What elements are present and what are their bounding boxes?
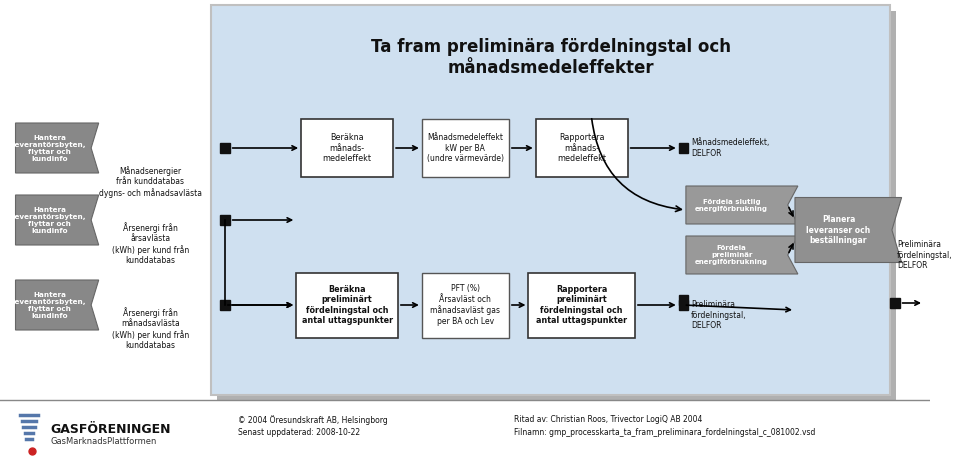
Polygon shape [686,186,798,224]
Text: Hantera
leverantörsbyten,
flyttar och
kundinfo: Hantera leverantörsbyten, flyttar och ku… [12,207,86,234]
Text: Fördela slutlig
energiförbrukning: Fördela slutlig energiförbrukning [695,199,768,211]
Bar [679,300,689,310]
Bar [301,119,393,177]
Bar [296,272,398,338]
Text: Beräkna
preliminärt
fördelningstal och
antal uttagspunkter: Beräkna preliminärt fördelningstal och a… [301,285,392,325]
Text: Filnamn: gmp_processkarta_ta_fram_preliminara_fordelningstal_c_081002.vsd: Filnamn: gmp_processkarta_ta_fram_prelim… [514,428,815,437]
Text: Hantera
leverantörsbyten,
flyttar och
kundinfo: Hantera leverantörsbyten, flyttar och ku… [12,291,86,318]
Polygon shape [795,198,901,263]
Text: Årsenergi från
månadsavlästa
(kWh) per kund från
kunddatabas: Årsenergi från månadsavlästa (kWh) per k… [111,307,189,350]
Bar [220,300,230,310]
Polygon shape [15,123,99,173]
Text: Ritad av: Christian Roos, Trivector LogiQ AB 2004: Ritad av: Christian Roos, Trivector Logi… [514,415,702,424]
Bar [422,119,509,177]
Bar [890,298,900,308]
Polygon shape [15,195,99,245]
Text: Planera
leveranser och
beställningar: Planera leveranser och beställningar [807,215,871,245]
Text: Preliminära
fördelningstal,
DELFOR: Preliminära fördelningstal, DELFOR [691,300,747,330]
Text: Ta fram preliminära fördelningstal och
månadsmedeleffekter: Ta fram preliminära fördelningstal och m… [371,38,731,77]
Bar [0,400,929,473]
Text: PFT (%)
Årsavläst och
månadsavläst gas
per BA och Lev: PFT (%) Årsavläst och månadsavläst gas p… [431,284,501,325]
Bar [679,143,689,153]
Bar [536,119,628,177]
Text: Månadsmedeleffekt
kW per BA
(undre värmevärde): Månadsmedeleffekt kW per BA (undre värme… [427,133,503,163]
Bar [211,5,890,395]
Text: GASFÖRENINGEN: GASFÖRENINGEN [51,423,171,436]
Bar [422,272,509,338]
Text: Preliminära
fördelningstal,
DELFOR: Preliminära fördelningstal, DELFOR [897,240,952,270]
Bar [220,215,230,225]
Bar [528,272,635,338]
Text: Månadsenergier
från kunddatabas
dygns- och månadsavlästa: Månadsenergier från kunddatabas dygns- o… [99,166,201,198]
Text: Senast uppdaterad: 2008-10-22: Senast uppdaterad: 2008-10-22 [238,428,360,437]
Text: Fördela
preliminär
energiförbrukning: Fördela preliminär energiförbrukning [695,245,768,265]
Text: Rapportera
preliminärt
fördelningstal och
antal uttagspunkter: Rapportera preliminärt fördelningstal oc… [536,285,627,325]
Text: GasMarknadsPlattformen: GasMarknadsPlattformen [51,437,156,446]
Text: © 2004 Öresundskraft AB, Helsingborg: © 2004 Öresundskraft AB, Helsingborg [238,415,387,425]
Text: Månadsmedeleffekt,
DELFOR: Månadsmedeleffekt, DELFOR [691,138,770,158]
Bar [679,295,689,305]
Bar [217,11,896,401]
Text: Hantera
leverantörsbyten,
flyttar och
kundinfo: Hantera leverantörsbyten, flyttar och ku… [12,134,86,161]
Text: Årsenergi från
årsavlästa
(kWh) per kund från
kunddatabas: Årsenergi från årsavlästa (kWh) per kund… [111,222,189,265]
Polygon shape [686,236,798,274]
Bar [220,143,230,153]
Polygon shape [15,280,99,330]
Text: Rapportera
månads-
medeleffekt: Rapportera månads- medeleffekt [557,133,606,163]
Text: Beräkna
månads-
medeleffekt: Beräkna månads- medeleffekt [322,133,371,163]
